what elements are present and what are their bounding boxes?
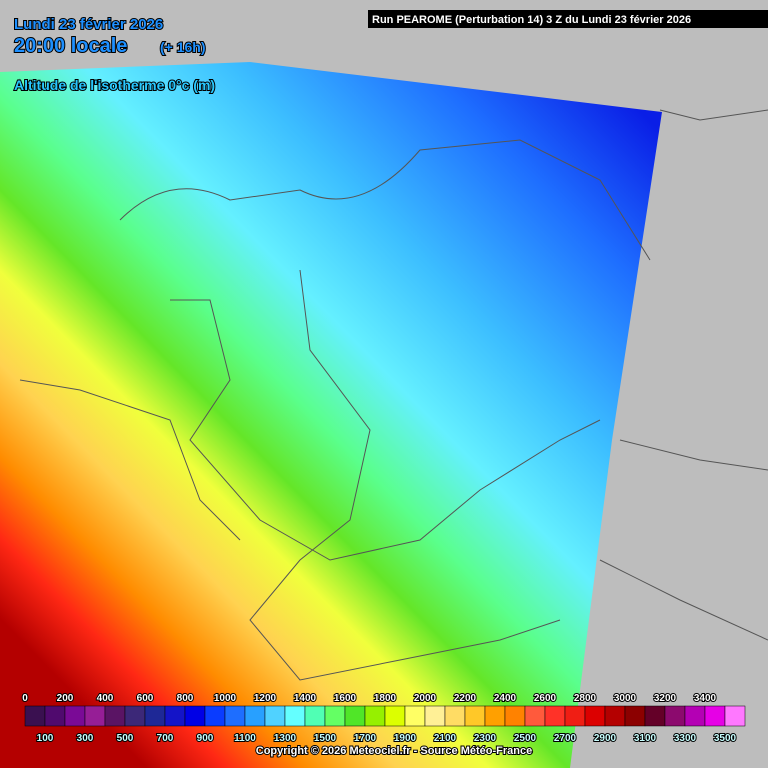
legend: 0 200 400 600 800 1000 1200 1400 1600 1800 2000 220… xyxy=(21,692,746,745)
color-box xyxy=(404,705,426,727)
run-banner xyxy=(368,10,768,28)
color-box xyxy=(364,705,386,727)
legend-label: 2100 xyxy=(434,733,457,744)
legend-label: 1400 xyxy=(294,693,317,704)
legend-label: 800 xyxy=(177,693,194,704)
color-box xyxy=(104,705,126,727)
copyright: Copyright © 2026 Meteociel.fr - Source M… xyxy=(256,745,532,757)
legend-label: 1500 xyxy=(314,733,337,744)
legend-label: 2700 xyxy=(554,733,577,744)
legend-label: 2500 xyxy=(514,733,537,744)
color-box xyxy=(604,705,626,727)
color-box xyxy=(424,705,446,727)
legend-label: 2900 xyxy=(594,733,617,744)
lead: (+ 16h) xyxy=(160,39,206,55)
color-box xyxy=(684,705,706,727)
color-box xyxy=(524,705,546,727)
legend-label: 3500 xyxy=(714,733,737,744)
legend-label: 300 xyxy=(77,733,94,744)
legend-label: 2600 xyxy=(534,693,557,704)
legend-label: 3300 xyxy=(674,733,697,744)
color-box xyxy=(484,705,506,727)
color-box xyxy=(304,705,326,727)
legend-label: 1100 xyxy=(234,733,256,744)
color-box xyxy=(504,705,526,727)
legend-label: 2300 xyxy=(474,733,497,744)
color-box xyxy=(124,705,146,727)
color-box xyxy=(224,705,246,727)
color-box xyxy=(584,705,606,727)
color-box xyxy=(64,705,86,727)
legend-label: 2000 xyxy=(414,693,437,704)
color-box xyxy=(204,705,226,727)
color-box xyxy=(164,705,186,727)
date: Lundi 23 février 2026 xyxy=(14,16,163,33)
color-box xyxy=(544,705,566,727)
legend-label: 900 xyxy=(197,733,214,744)
legend-label: 3000 xyxy=(614,693,637,704)
color-box xyxy=(44,705,66,727)
legend-label: 3200 xyxy=(654,693,677,704)
color-box xyxy=(244,705,266,727)
time: 20:00 locale xyxy=(14,35,127,57)
color-box xyxy=(464,705,486,727)
color-box xyxy=(24,705,46,727)
legend-label: 700 xyxy=(157,733,174,744)
legend-label: 400 xyxy=(97,693,114,704)
legend-label: 3100 xyxy=(634,733,657,744)
legend-label: 600 xyxy=(137,693,154,704)
color-box xyxy=(644,705,666,727)
legend-label: 200 xyxy=(57,693,74,704)
legend-label: 1700 xyxy=(354,733,377,744)
legend-label: 1000 xyxy=(214,693,237,704)
legend-label: 1800 xyxy=(374,693,397,704)
color-box xyxy=(284,705,306,727)
color-box xyxy=(664,705,686,727)
model-domain xyxy=(0,62,662,768)
color-box xyxy=(324,705,346,727)
color-box xyxy=(384,705,406,727)
legend-label: 1200 xyxy=(254,693,277,704)
color-box xyxy=(184,705,206,727)
legend-label: 500 xyxy=(117,733,134,744)
color-box xyxy=(264,705,286,727)
legend-label: 1300 xyxy=(274,733,297,744)
legend-label: 100 xyxy=(37,733,54,744)
color-box xyxy=(704,705,726,727)
color-box xyxy=(564,705,586,727)
color-box xyxy=(624,705,646,727)
legend-label: 1600 xyxy=(334,693,357,704)
legend-label: 0 xyxy=(22,693,28,704)
run: Run PEAROME (Perturbation 14) 3 Z du Lun… xyxy=(372,14,691,26)
legend-label: 3400 xyxy=(694,693,717,704)
legend-label: 2200 xyxy=(454,693,477,704)
color-box xyxy=(444,705,466,727)
borders xyxy=(19,109,768,681)
color-box xyxy=(144,705,166,727)
legend-label: 2800 xyxy=(574,693,597,704)
color-box xyxy=(84,705,106,727)
color-box xyxy=(724,705,746,727)
field: Altitude de l'isotherme 0°c (m) xyxy=(14,77,215,93)
color-box xyxy=(344,705,366,727)
legend-label: 2400 xyxy=(494,693,517,704)
legend-label: 1900 xyxy=(394,733,417,744)
